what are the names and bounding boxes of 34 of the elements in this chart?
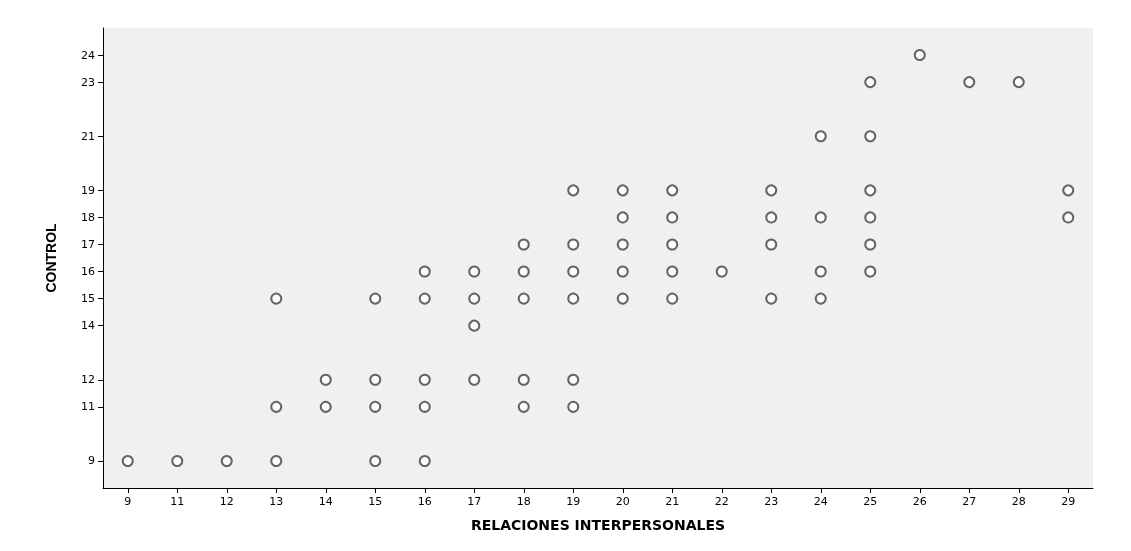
x-tick-label: 20 xyxy=(615,495,630,508)
x-tick-label: 25 xyxy=(863,495,878,508)
y-tick-label: 15 xyxy=(81,292,95,306)
y-tick-label: 17 xyxy=(81,237,95,251)
x-tick-label: 18 xyxy=(516,495,531,508)
x-tick-label: 19 xyxy=(566,495,581,508)
x-tick-label: 24 xyxy=(813,495,828,508)
x-tick-label: 9 xyxy=(124,495,132,508)
y-axis-title: CONTROL xyxy=(43,222,59,293)
y-tick-label: 21 xyxy=(81,129,95,143)
x-tick-label: 23 xyxy=(764,495,779,508)
y-tick-label: 24 xyxy=(81,48,95,62)
x-tick-label: 17 xyxy=(467,495,482,508)
x-tick-label: 26 xyxy=(912,495,927,508)
y-tick-label: 12 xyxy=(81,373,95,387)
y-tick-label: 16 xyxy=(81,265,95,279)
y-tick-label: 9 xyxy=(88,454,95,468)
x-tick-label: 21 xyxy=(665,495,680,508)
x-tick-label: 13 xyxy=(269,495,284,508)
y-tick-label: 19 xyxy=(81,183,95,197)
x-tick-label: 28 xyxy=(1011,495,1026,508)
x-tick-label: 16 xyxy=(417,495,432,508)
y-tick-label: 23 xyxy=(81,75,95,89)
x-axis-title: RELACIONES INTERPERSONALES xyxy=(470,517,726,533)
x-tick-label: 27 xyxy=(962,495,977,508)
y-tick-label: 11 xyxy=(81,400,95,414)
x-tick-label: 11 xyxy=(170,495,185,508)
x-tick-label: 22 xyxy=(714,495,729,508)
y-tick-label: 14 xyxy=(81,319,95,333)
x-tick-label: 29 xyxy=(1061,495,1076,508)
x-tick-label: 12 xyxy=(219,495,234,508)
x-tick-label: 14 xyxy=(318,495,333,508)
y-tick-label: 18 xyxy=(81,210,95,224)
x-tick-label: 15 xyxy=(368,495,383,508)
